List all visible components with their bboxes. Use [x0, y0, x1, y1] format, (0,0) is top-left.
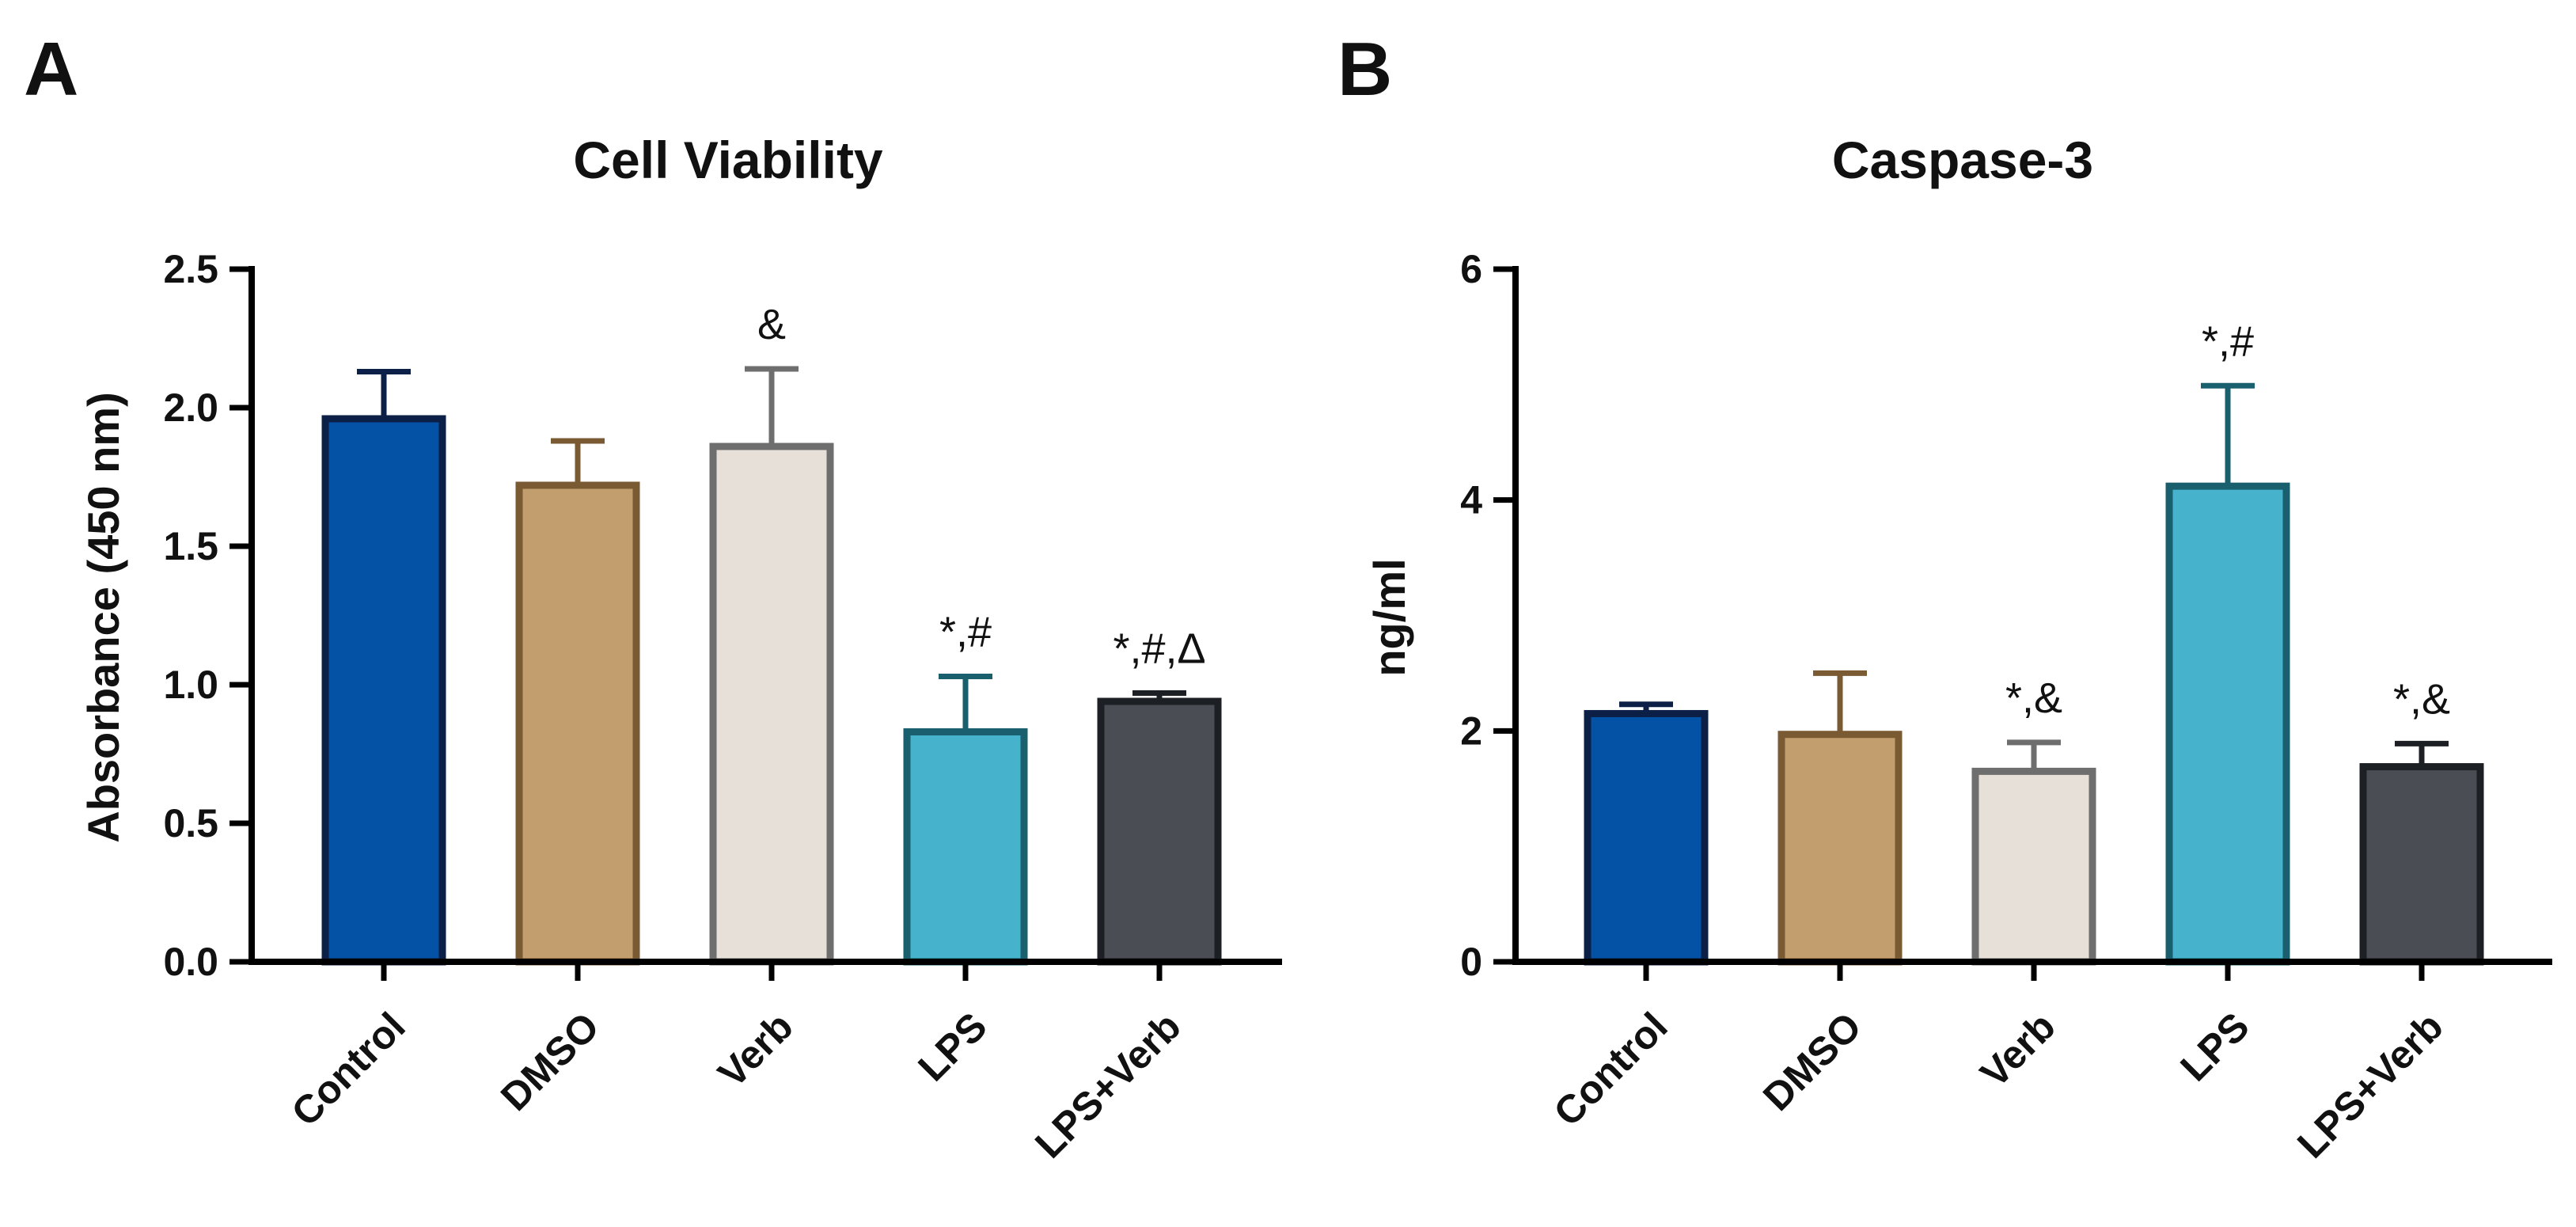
- panel-a: A Cell Viability Absorbance (450 nm) Con…: [24, 27, 1282, 1167]
- panel-a-bar-1: [515, 481, 640, 966]
- panel-a-category-label-3: LPS: [909, 1004, 995, 1089]
- panel-b-category-label-0: Control: [1546, 1004, 1676, 1134]
- panel-a-category-label-4: LPS+Verb: [1026, 1004, 1189, 1167]
- panel-b-y-tick-label-0: 0: [1460, 940, 1482, 984]
- panel-b-category-label-2: Verb: [1972, 1004, 2064, 1096]
- panel-b-bar-1: [1777, 731, 1903, 966]
- panel-b-annotation-4: *,&: [2393, 675, 2450, 723]
- panel-b-bar-0: [1584, 709, 1709, 966]
- panel-b-bar-2: [1971, 767, 2096, 966]
- panel-a-y-tick-label-5: 2.5: [163, 247, 218, 291]
- panel-a-y-tick-label-4: 2.0: [163, 386, 218, 430]
- panel-a-label: A: [24, 27, 78, 112]
- panel-a-y-tick-label-2: 1.0: [163, 663, 218, 707]
- panel-a-category-label-0: Control: [283, 1004, 414, 1134]
- panel-a-title: Cell Viability: [573, 131, 883, 189]
- panel-b-title: Caspase-3: [1832, 131, 2093, 189]
- panel-b-y-axis-label: ng/ml: [1364, 558, 1414, 676]
- panel-a-bar-0: [321, 415, 446, 966]
- panel-a-plot: Control DMSO & Verb *,# LPS *,#,Δ LPS+Verb 0.0 0.…: [163, 247, 1282, 1167]
- panel-b-bar-3: [2165, 482, 2290, 966]
- panel-b-y-tick-label-2: 4: [1460, 478, 1482, 522]
- panel-a-annotation-3: *,#: [939, 609, 992, 656]
- panel-b-y-tick-label-1: 2: [1460, 708, 1482, 753]
- panel-a-category-label-1: DMSO: [492, 1004, 608, 1119]
- panel-a-y-axis-label: Absorbance (450 nm): [78, 392, 128, 843]
- panel-b-y-tick-label-3: 6: [1460, 247, 1482, 291]
- panel-b-category-label-4: LPS+Verb: [2289, 1004, 2452, 1167]
- panel-b-annotation-3: *,#: [2202, 317, 2254, 365]
- panel-a-y-tick-label-1: 0.5: [163, 801, 218, 845]
- panel-a-annotation-2: &: [757, 301, 786, 348]
- panel-b-annotation-2: *,&: [2005, 674, 2062, 722]
- panel-b-category-label-1: DMSO: [1755, 1004, 1870, 1119]
- panel-a-bar-4: [1097, 697, 1222, 966]
- panel-b-bar-4: [2359, 763, 2484, 966]
- panel-a-annotation-4: *,#,Δ: [1113, 625, 1205, 673]
- panel-b: B Caspase-3 ng/ml Control DMSO *,& Verb *,# L…: [1337, 27, 2552, 1167]
- panel-a-bar-3: [903, 728, 1028, 966]
- panel-a-y-tick-label-3: 1.5: [163, 524, 218, 568]
- panel-b-label: B: [1337, 27, 1392, 112]
- panel-a-category-label-2: Verb: [710, 1004, 802, 1096]
- panel-a-y-tick-label-0: 0.0: [163, 940, 218, 984]
- panel-a-bar-2: [709, 443, 834, 966]
- panel-b-plot: Control DMSO *,& Verb *,# LPS *,& LPS+Verb 0 2 4 6: [1460, 247, 2552, 1167]
- panel-b-category-label-3: LPS: [2172, 1004, 2257, 1089]
